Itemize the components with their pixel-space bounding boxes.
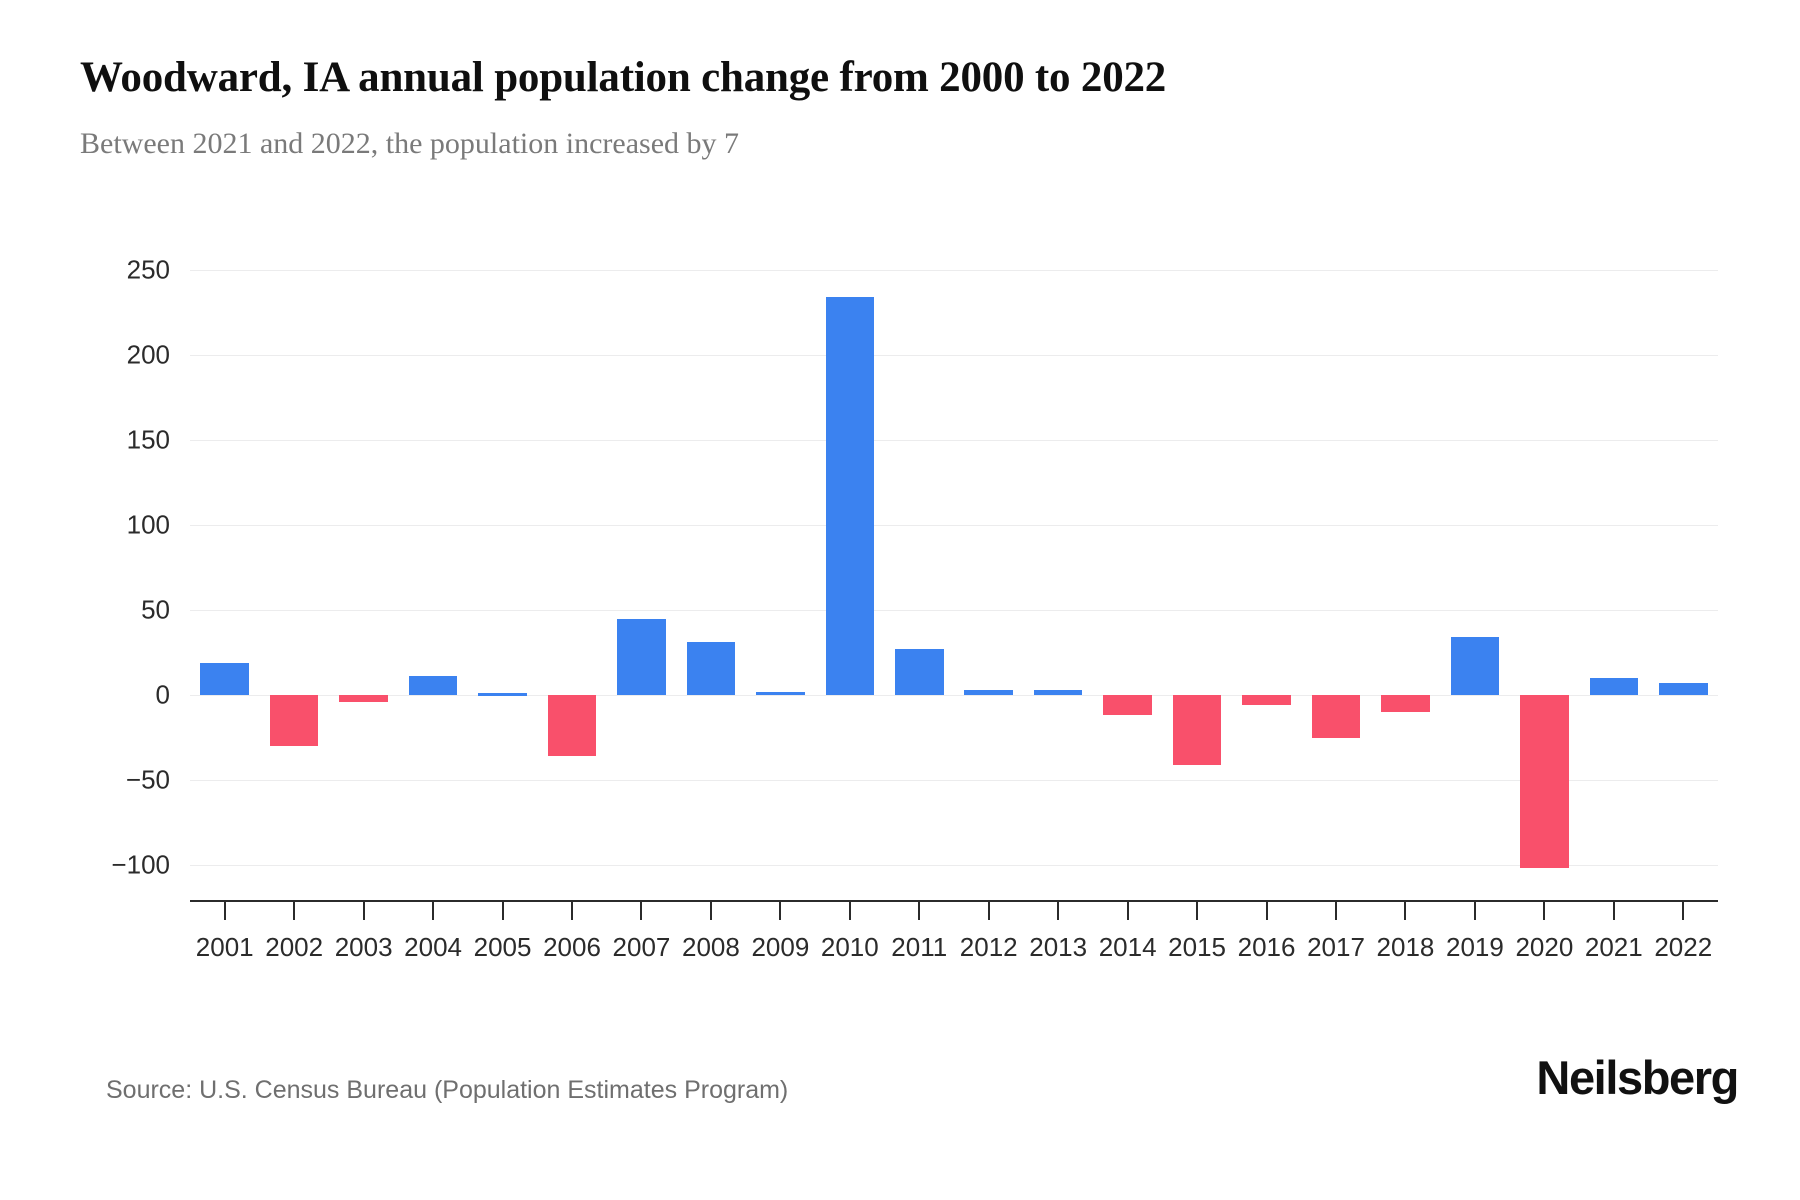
y-axis-tick-label: 150	[126, 424, 170, 455]
chart-subtitle: Between 2021 and 2022, the population in…	[80, 127, 740, 160]
x-axis-tick-label: 2011	[891, 932, 948, 962]
x-axis-tick-label: 2003	[334, 932, 393, 962]
bar-2015[interactable]	[1172, 695, 1222, 765]
bar-2022[interactable]	[1658, 683, 1708, 695]
x-axis-tick	[987, 902, 990, 920]
x-axis-tick-label: 2012	[959, 932, 1018, 962]
gridline	[190, 865, 1718, 866]
gridline	[190, 440, 1718, 441]
x-axis-tick-label: 2006	[543, 932, 601, 962]
bar-2016[interactable]	[1242, 695, 1291, 706]
x-axis-tick	[1543, 902, 1546, 920]
x-axis-tick	[848, 902, 851, 920]
x-axis-tick-label: 2019	[1445, 932, 1504, 962]
x-axis-tick	[501, 902, 504, 920]
y-axis-tick-label: 200	[126, 339, 170, 370]
gridline	[190, 695, 1718, 696]
x-axis-tick	[1612, 902, 1615, 920]
bar-2013[interactable]	[1033, 689, 1083, 695]
bar-series	[190, 270, 1718, 895]
x-axis-tick-label: 2002	[265, 932, 324, 962]
bar-2004[interactable]	[408, 676, 458, 695]
x-axis-tick	[918, 902, 921, 920]
x-axis-tick	[1126, 902, 1129, 920]
x-axis-labels: 2001 2002 2003 2004 2005 2006 2007 2008 2009 2010…	[190, 932, 1718, 972]
x-axis-tick-label: 2009	[751, 932, 810, 962]
brand-logo: Neilsberg	[1536, 1051, 1739, 1104]
bar-2005[interactable]	[478, 693, 527, 697]
x-axis-tick-label: 2015	[1168, 932, 1226, 962]
x-axis-tick	[1335, 902, 1337, 920]
bar-2006[interactable]	[547, 695, 597, 757]
source-note: Source: U.S. Census Bureau (Population E…	[106, 1076, 789, 1104]
bar-2003[interactable]	[339, 695, 388, 702]
bar-2007[interactable]	[617, 618, 666, 695]
x-axis-tick	[1196, 902, 1199, 920]
x-axis-tick	[1057, 902, 1060, 920]
x-axis-ticks	[190, 902, 1718, 920]
x-axis-tick-label: 2004	[404, 932, 462, 962]
gridline	[190, 270, 1718, 271]
page-title: Woodward, IA annual population change fr…	[80, 54, 1167, 101]
x-axis-tick	[293, 902, 296, 920]
bar-2009[interactable]	[756, 691, 805, 695]
bar-2001[interactable]	[200, 662, 250, 695]
x-axis-tick-label: 2001	[195, 932, 254, 962]
bar-2020[interactable]	[1520, 695, 1569, 869]
x-axis-tick-label: 2013	[1029, 932, 1088, 962]
x-axis-tick-label: 2005	[473, 932, 532, 962]
y-axis-tick-label: 50	[141, 594, 170, 625]
x-axis-tick	[779, 902, 782, 920]
gridline	[190, 610, 1718, 611]
x-axis-line	[190, 900, 1718, 902]
y-axis-tick-label: 100	[126, 509, 170, 540]
x-axis-tick	[1265, 902, 1268, 920]
x-axis-tick	[640, 902, 643, 920]
y-axis: 250 200 150 100 50 0 −50 −100	[60, 255, 170, 895]
x-axis-tick-label: 2007	[612, 932, 671, 962]
bar-2018[interactable]	[1381, 695, 1430, 712]
x-axis-tick-label: 2021	[1584, 932, 1643, 962]
x-axis-tick-label: 2016	[1237, 932, 1296, 962]
bar-2002[interactable]	[269, 695, 319, 746]
gridline	[190, 525, 1718, 526]
x-axis-tick-label: 2008	[681, 932, 740, 962]
x-axis-tick-label: 2018	[1376, 932, 1435, 962]
y-axis-tick-label: −50	[125, 764, 170, 795]
gridline	[190, 780, 1718, 781]
x-axis-tick	[223, 902, 226, 920]
bar-2011[interactable]	[894, 649, 944, 695]
x-axis-tick-label: 2020	[1515, 932, 1574, 962]
bar-2012[interactable]	[964, 689, 1014, 695]
x-axis-tick	[362, 902, 365, 920]
y-axis-tick-label: 250	[126, 254, 170, 285]
y-axis-tick-label: −100	[111, 849, 170, 880]
x-axis-tick	[432, 902, 435, 920]
x-axis-tick	[1473, 902, 1476, 920]
plot-gridlines	[190, 270, 1718, 895]
x-axis-tick	[1404, 902, 1407, 920]
x-axis-tick-label: 2022	[1654, 932, 1713, 962]
x-axis-tick	[571, 902, 573, 920]
bar-2021[interactable]	[1589, 678, 1639, 695]
bar-2010[interactable]	[825, 297, 875, 695]
x-axis-tick-label: 2010	[820, 932, 879, 962]
bar-2014[interactable]	[1103, 695, 1152, 716]
y-axis-tick-label: 0	[155, 679, 170, 710]
x-axis-tick-label: 2017	[1307, 932, 1365, 962]
bar-2017[interactable]	[1311, 695, 1361, 738]
x-axis-tick	[1682, 902, 1685, 920]
bar-2019[interactable]	[1450, 637, 1500, 695]
gridline	[190, 355, 1718, 356]
x-axis-tick	[709, 902, 712, 920]
bar-2008[interactable]	[686, 642, 736, 695]
x-axis-tick-label: 2014	[1098, 932, 1157, 962]
